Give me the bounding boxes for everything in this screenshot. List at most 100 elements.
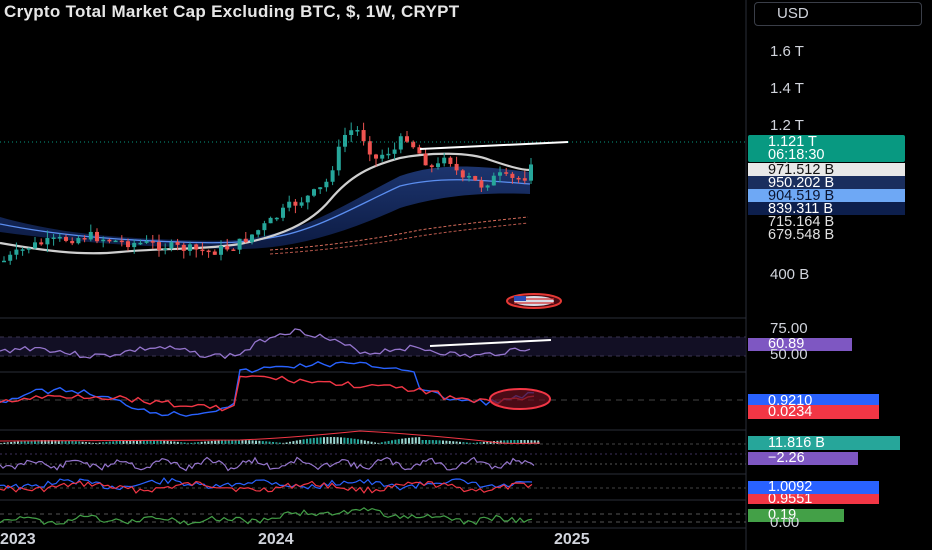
ratio-value-tag-2: 0.9551 [748, 494, 879, 504]
histogram-bar [421, 440, 424, 444]
histogram-bar [350, 438, 353, 444]
macd-cross-highlight[interactable] [489, 388, 551, 410]
histogram-bar [523, 440, 526, 444]
histogram-bar [510, 440, 512, 444]
ma-lightblue-tag: 904.519 B [748, 189, 905, 203]
candle-body [374, 154, 378, 159]
histogram-bar [472, 442, 475, 444]
candle-body [107, 239, 112, 242]
candle-body [169, 242, 174, 249]
symbol-title[interactable]: Crypto Total Market Cap Excluding BTC, $… [4, 2, 460, 21]
histogram-bar [391, 440, 393, 444]
candle-body [529, 164, 533, 181]
histogram-bar [187, 442, 189, 444]
histogram-bar [462, 442, 465, 444]
candle-body [262, 223, 267, 231]
histogram-bar [214, 440, 217, 444]
price-scale[interactable]: 1.6 T 1.4 T 1.2 T 1 T 400 B 1.121 T 06:1… [748, 0, 932, 550]
candle-body [380, 154, 385, 159]
histogram-bar [204, 441, 206, 444]
currency-button[interactable]: USD [754, 2, 922, 26]
histogram-bar [452, 441, 455, 444]
histogram-bar [425, 440, 427, 444]
histogram-bar [3, 442, 6, 444]
histogram-bar [459, 441, 461, 444]
candle-body [305, 195, 310, 203]
histogram-bar [482, 441, 485, 444]
candle-body [8, 254, 13, 261]
histogram-bar [40, 440, 43, 444]
candle-body [88, 231, 93, 240]
candle-body [70, 240, 75, 244]
candle-body [163, 248, 168, 251]
histogram-bar [428, 440, 431, 444]
price-tick: 1.6 T [770, 43, 804, 60]
histogram-bar [346, 437, 349, 444]
candle-body [256, 230, 261, 235]
candle-body [504, 172, 509, 174]
histogram-bar [193, 442, 196, 444]
macd-value-tag: 0.9210 [748, 394, 879, 408]
price-tick: 400 B [770, 266, 810, 283]
candle-body [219, 245, 223, 255]
histogram-bar [445, 440, 448, 444]
candle-body [14, 249, 19, 255]
histogram-bar [527, 440, 529, 444]
candle-body [51, 237, 56, 239]
histogram-bar [265, 441, 268, 444]
histogram-bar [465, 442, 468, 444]
price-tick: 1.4 T [770, 80, 804, 97]
ema-white-tag: 971.512 B [748, 163, 905, 177]
histogram-bar [108, 441, 111, 444]
histogram-bar [122, 440, 125, 444]
histogram-bar [64, 440, 67, 444]
candle-body [33, 242, 37, 249]
candle-body [417, 147, 422, 154]
histogram-bar [238, 440, 240, 444]
candle-body [324, 181, 329, 188]
last-price-tag: 1.121 T [748, 135, 905, 149]
histogram-bar [489, 441, 492, 444]
candle-body [473, 176, 478, 181]
candle-body [45, 238, 50, 245]
histogram-bar [146, 440, 149, 444]
us-flag-icon[interactable] [506, 293, 562, 309]
histogram-bar [27, 440, 30, 444]
histogram-bar [469, 442, 472, 444]
histogram-bar [268, 441, 271, 444]
histogram-bar [394, 439, 397, 444]
histogram-bar [180, 442, 183, 444]
histogram-bar [530, 440, 533, 444]
histogram-bar [418, 437, 421, 444]
candle-body [26, 248, 31, 250]
trendline-drawing[interactable] [419, 141, 569, 150]
histogram-bar [129, 440, 132, 444]
candle-body [423, 153, 428, 166]
histogram-bar [258, 440, 261, 444]
candle-body [361, 130, 366, 142]
candlestick-series[interactable] [2, 122, 533, 265]
rsi-trendline-drawing[interactable] [429, 339, 552, 347]
histogram-bar [119, 440, 121, 444]
histogram-bar [115, 441, 118, 444]
candle-body [367, 141, 372, 155]
ma-navy-tag: 950.202 B [748, 176, 905, 190]
oscillator-line [0, 456, 535, 472]
histogram-bar [299, 439, 302, 444]
price-tick: 1.2 T [770, 117, 804, 134]
histogram-bar [411, 437, 414, 444]
signal-value-tag: 0.0234 [748, 405, 879, 419]
histogram-bar [442, 440, 444, 444]
rsi-level-75: 75.00 [770, 320, 808, 337]
histogram-bar [272, 441, 274, 444]
candle-body [454, 163, 459, 171]
histogram-bar [387, 440, 390, 444]
histogram-bar [302, 439, 305, 444]
bottom-value-tag: 0.19 [748, 508, 844, 522]
candle-body [95, 231, 99, 242]
histogram-bar [159, 440, 162, 444]
candle-body [144, 241, 149, 243]
candle-body [287, 201, 292, 208]
histogram-bar [95, 442, 98, 444]
